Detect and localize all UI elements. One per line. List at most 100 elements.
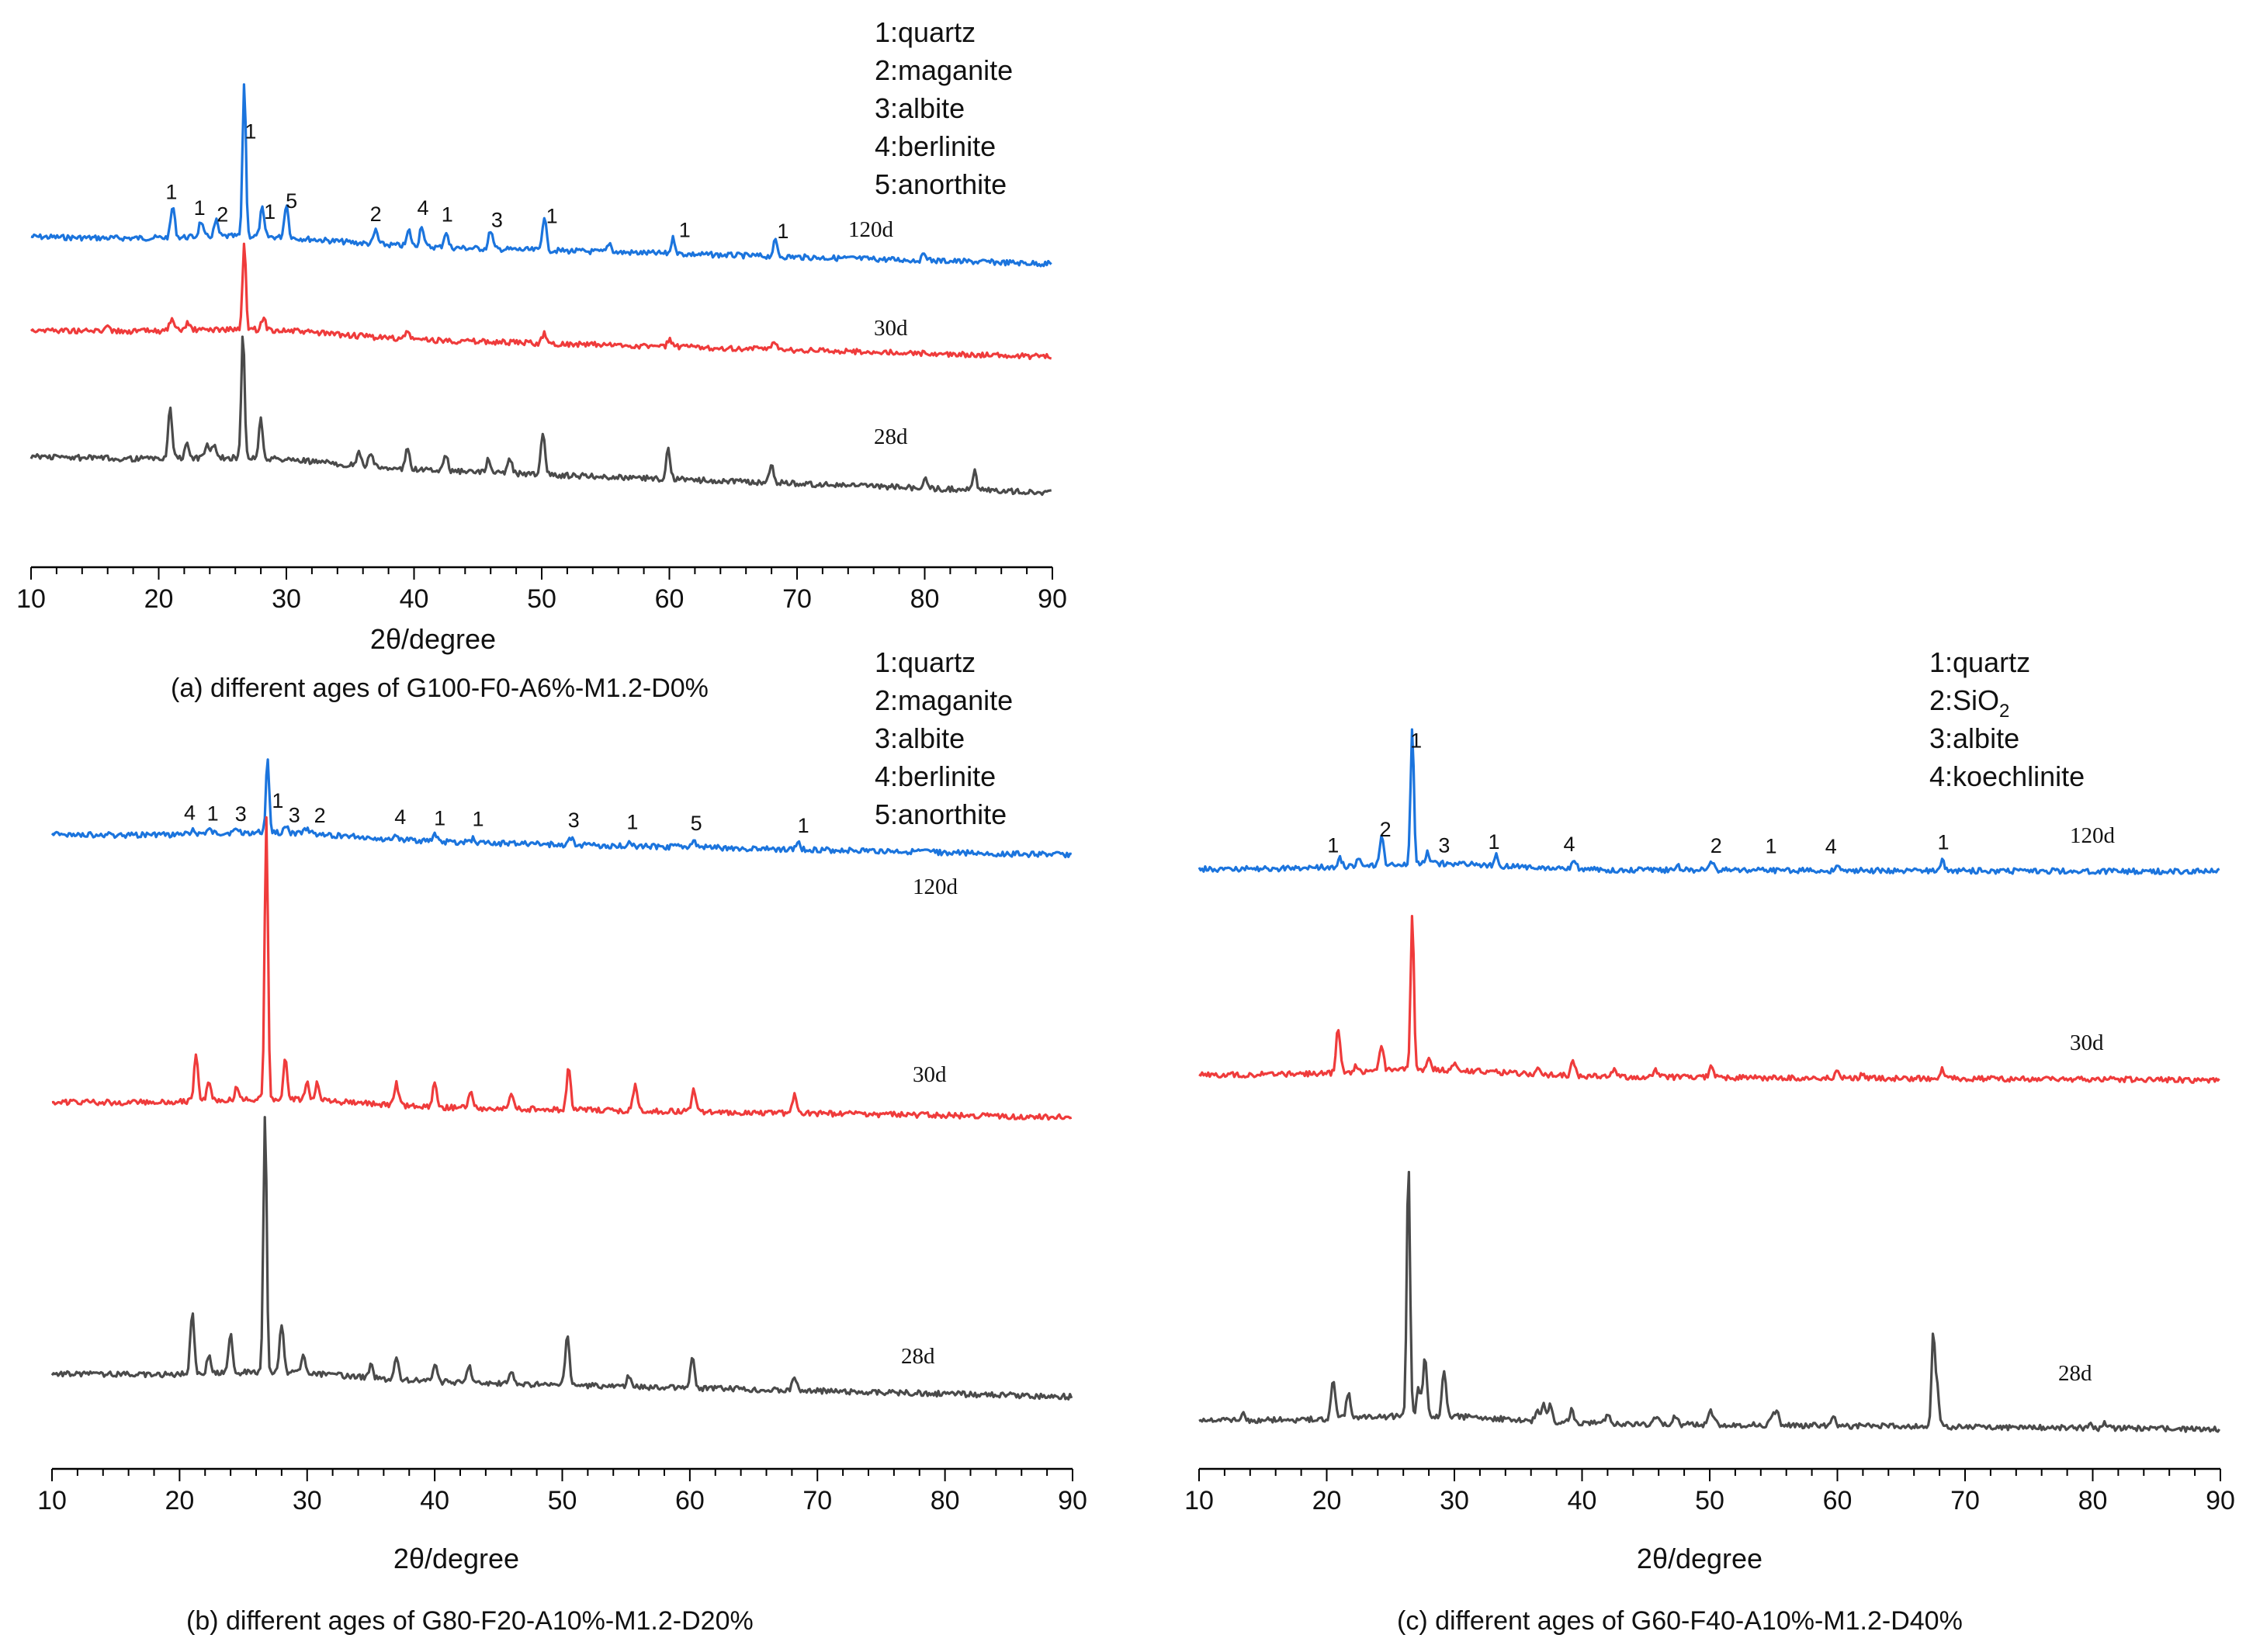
age-label-120d: 120d <box>2070 823 2116 848</box>
panel-c-legend-1: 1:quartz <box>1929 646 2030 678</box>
panel-c-legend-2-main: 2:SiO <box>1929 684 1999 716</box>
peak-label: 1 <box>1938 831 1950 854</box>
age-label-120d: 120d <box>848 217 894 242</box>
peak-label: 4 <box>417 196 428 220</box>
x-tick-label: 90 <box>2206 1486 2235 1515</box>
peak-label: 2 <box>1380 818 1392 841</box>
panel-b-age-labels: 120d 30d 28d <box>901 874 958 1369</box>
peak-label: 1 <box>442 203 453 227</box>
age-label-30d: 30d <box>874 316 908 341</box>
x-tick-label: 50 <box>548 1486 577 1515</box>
peak-label: 3 <box>289 803 300 826</box>
peak-label: 1 <box>264 200 276 223</box>
panel-b-peak-labels: 4 1 313 2 4 1 1 3 1 5 1 <box>184 789 809 837</box>
peak-label: 1 <box>777 220 789 243</box>
series-line-28d <box>1198 1170 2221 1433</box>
panel-b-x-ticks: 10 20 30 40 50 60 70 80 90 <box>37 1469 1087 1515</box>
panel-c: 1 2 1 3 1 4 2 1 4 1 120d 30d 28d 10 20 30 40 50 60 70 80 90… <box>1184 646 2235 1636</box>
age-label-28d: 28d <box>874 424 908 449</box>
peak-label: 2 <box>314 804 326 827</box>
panel-a-legend-2: 2:maganite <box>875 54 1013 86</box>
peak-label: 1 <box>165 181 177 204</box>
x-tick-label: 50 <box>527 584 556 614</box>
panel-b-legend-3: 3:albite <box>875 722 965 754</box>
peak-label: 4 <box>394 805 406 829</box>
panel-c-x-ticks: 10 20 30 40 50 60 70 80 90 <box>1184 1469 2235 1515</box>
x-tick-label: 70 <box>1950 1486 1980 1515</box>
peak-label: 3 <box>1438 834 1450 857</box>
x-tick-label: 40 <box>420 1486 449 1515</box>
x-tick-label: 70 <box>782 584 812 614</box>
panel-a-legend-1: 1:quartz <box>875 16 976 48</box>
panel-b-legend-1: 1:quartz <box>875 646 976 678</box>
series-line-30d <box>29 242 1052 361</box>
panel-b-legend: 1:quartz 2:maganite 3:albite 4:berlinite… <box>875 646 1013 830</box>
panel-c-legend-4: 4:koechlinite <box>1929 760 2085 792</box>
panel-b-caption: (b) different ages of G80-F20-A10%-M1.2-… <box>186 1606 754 1636</box>
x-tick-label: 40 <box>400 584 429 614</box>
panel-a-peak-labels: 11 211 52 4 1 3 11 1 <box>165 119 789 243</box>
peak-label: 2 <box>370 203 382 226</box>
x-tick-label: 10 <box>37 1486 67 1515</box>
peak-label: 4 <box>184 802 196 825</box>
panel-c-legend-2-subscript: 2 <box>1999 701 2009 722</box>
peak-label: 1 <box>272 789 283 812</box>
peak-label: 1 <box>472 807 484 830</box>
series-line-30d <box>1198 915 2220 1084</box>
panel-a-legend: 1:quartz 2:maganite 3:albite 4:berlinite… <box>875 16 1013 200</box>
panel-a-series <box>29 83 1052 497</box>
peak-label: 1 <box>679 218 691 241</box>
peak-label: 3 <box>568 809 580 832</box>
peak-label: 1 <box>244 119 256 143</box>
age-label-30d: 30d <box>913 1062 947 1087</box>
peak-label: 1 <box>434 806 445 829</box>
panel-c-legend-2: 2:SiO2 <box>1929 684 2009 722</box>
panel-c-legend-3: 3:albite <box>1929 722 2019 754</box>
age-label-28d: 28d <box>2058 1361 2092 1386</box>
x-tick-label: 20 <box>144 584 174 614</box>
x-tick-label: 40 <box>1568 1486 1597 1515</box>
series-line-120d <box>50 758 1073 859</box>
peak-label: 1 <box>207 802 219 825</box>
panel-a-age-labels: 120d 30d 28d <box>848 217 908 449</box>
x-tick-label: 20 <box>1312 1486 1342 1515</box>
x-tick-label: 20 <box>165 1486 194 1515</box>
panel-b-legend-2: 2:maganite <box>875 684 1013 716</box>
x-tick-label: 30 <box>293 1486 322 1515</box>
peak-label: 4 <box>1825 835 1837 858</box>
panel-c-x-axis-title: 2θ/degree <box>1637 1543 1762 1574</box>
panel-a-x-ticks: 10 20 30 40 50 60 70 80 90 <box>16 567 1067 614</box>
age-label-120d: 120d <box>913 874 958 899</box>
peak-label: 1 <box>798 814 809 837</box>
panel-a-caption: (a) different ages of G100-F0-A6%-M1.2-D… <box>171 674 709 703</box>
peak-label: 1 <box>1410 729 1422 752</box>
x-tick-label: 60 <box>675 1486 705 1515</box>
x-tick-label: 90 <box>1038 584 1067 614</box>
peak-label: 5 <box>691 812 702 835</box>
x-tick-label: 80 <box>910 584 940 614</box>
peak-label: 1 <box>1327 833 1339 857</box>
x-tick-label: 90 <box>1058 1486 1087 1515</box>
x-tick-label: 50 <box>1695 1486 1724 1515</box>
panel-b-x-axis-title: 2θ/degree <box>393 1543 519 1574</box>
x-tick-label: 80 <box>931 1486 960 1515</box>
series-line-120d <box>1198 728 2220 875</box>
x-tick-label: 10 <box>1184 1486 1214 1515</box>
series-line-28d <box>50 1116 1073 1401</box>
x-tick-label: 60 <box>1823 1486 1853 1515</box>
panel-c-legend: 1:quartz 2:SiO2 3:albite 4:koechlinite <box>1929 646 2085 792</box>
panel-b-legend-5: 5:anorthite <box>875 798 1007 830</box>
panel-c-age-labels: 120d 30d 28d <box>2058 823 2116 1386</box>
panel-c-caption: (c) different ages of G60-F40-A10%-M1.2-… <box>1397 1606 1963 1636</box>
peak-label: 2 <box>1710 834 1722 857</box>
peak-label: 1 <box>194 196 206 220</box>
x-tick-label: 10 <box>16 584 46 614</box>
peak-label: 1 <box>1488 830 1499 854</box>
peak-label: 2 <box>217 203 228 227</box>
age-label-30d: 30d <box>2070 1030 2104 1055</box>
panel-a-legend-3: 3:albite <box>875 92 965 124</box>
panel-a-x-axis-title: 2θ/degree <box>370 623 496 655</box>
